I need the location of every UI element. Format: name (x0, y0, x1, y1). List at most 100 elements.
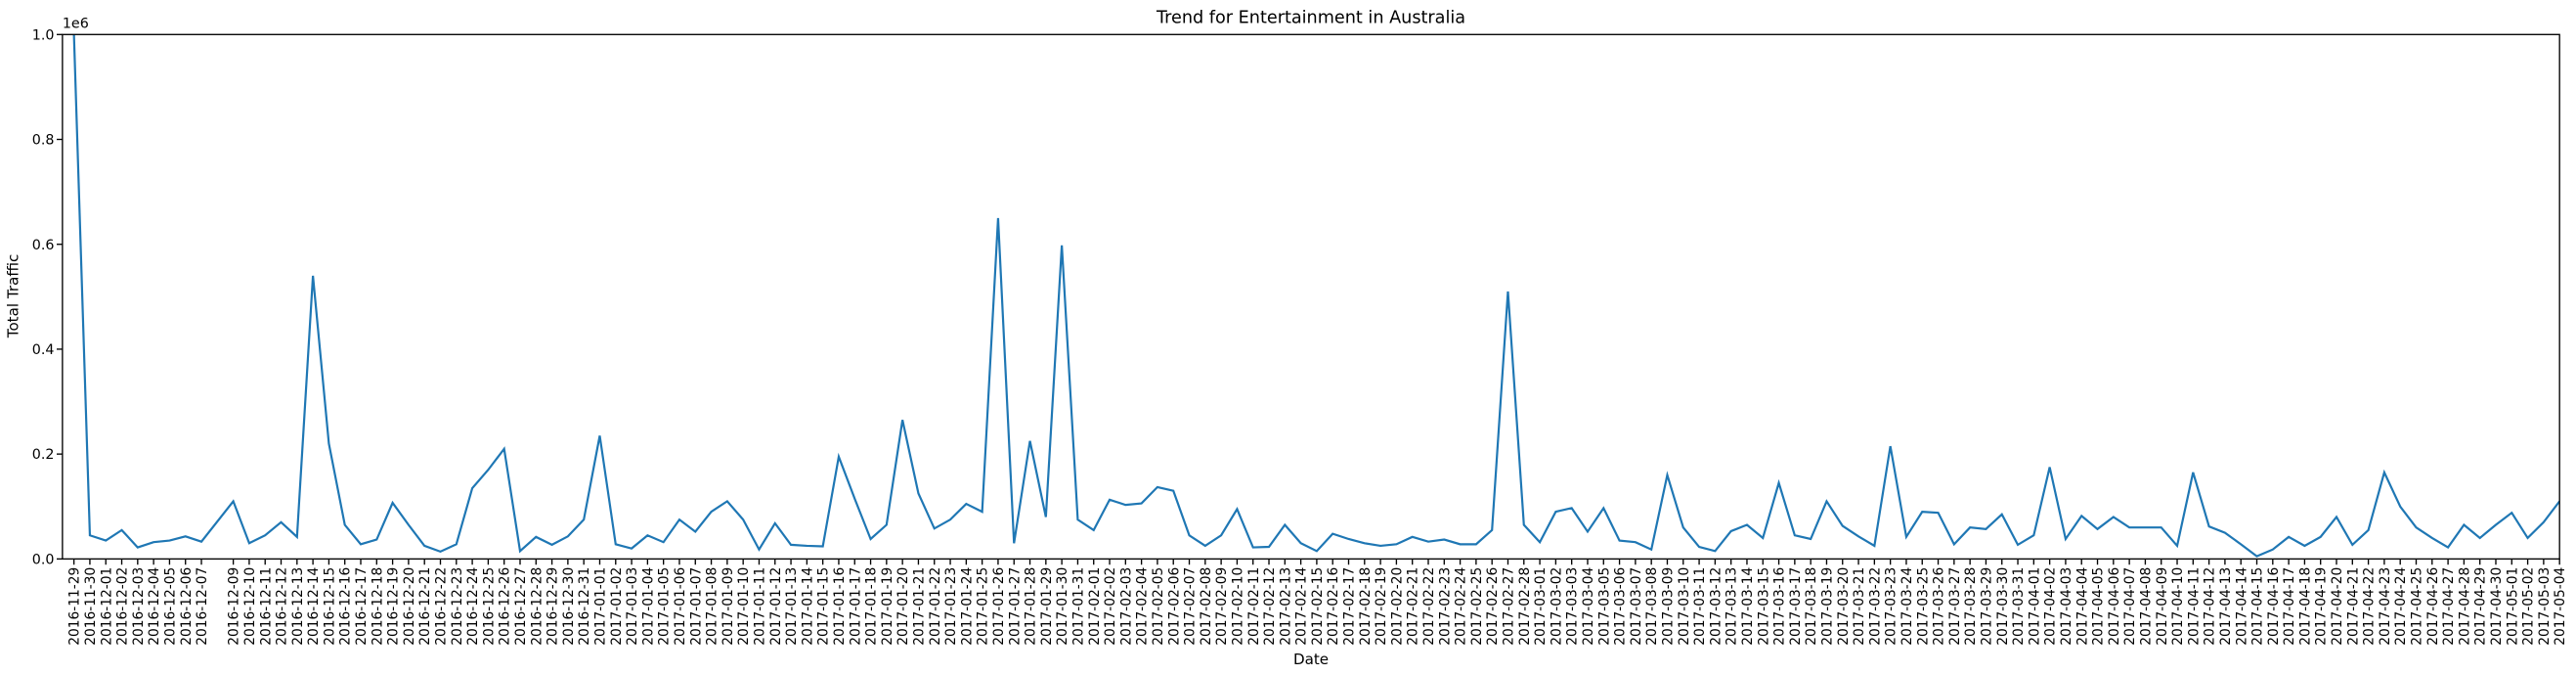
y-tick-label: 0.2 (32, 447, 55, 463)
x-tick-label: 2017-01-03 (625, 567, 640, 646)
x-tick-label: 2017-01-21 (911, 567, 927, 646)
x-tick-label: 2017-04-09 (2155, 567, 2170, 646)
x-tick-label: 2016-12-12 (275, 567, 290, 646)
x-tick-label: 2017-02-16 (1326, 567, 1341, 646)
x-tick-label: 2017-04-24 (2393, 567, 2409, 646)
x-tick-label: 2017-04-25 (2410, 567, 2425, 646)
x-tick-label: 2016-12-23 (450, 567, 465, 646)
x-tick-label: 2016-12-19 (386, 567, 402, 646)
x-tick-label: 2017-01-06 (673, 567, 688, 646)
x-tick-label: 2017-01-18 (864, 567, 880, 646)
x-tick-label: 2017-04-27 (2441, 567, 2457, 646)
x-tick-label: 2016-12-06 (179, 567, 195, 646)
x-tick-label: 2017-02-13 (1278, 567, 1293, 646)
x-tick-label: 2017-02-10 (1230, 567, 1245, 646)
x-tick-label: 2016-12-20 (402, 567, 417, 646)
x-tick-label: 2017-04-15 (2250, 567, 2266, 646)
x-tick-label: 2017-04-29 (2473, 567, 2489, 646)
y-tick-label: 0.8 (32, 133, 55, 149)
x-tick-label: 2017-04-26 (2425, 567, 2441, 646)
x-tick-label: 2017-03-03 (1565, 567, 1581, 646)
x-tick-label: 2017-05-03 (2537, 567, 2553, 646)
x-tick-label: 2017-03-25 (1915, 567, 1931, 646)
x-tick-label: 2017-01-26 (991, 567, 1007, 646)
x-tick-label: 2017-03-30 (1995, 567, 2011, 646)
chart-title: Trend for Entertainment in Australia (1156, 9, 1465, 28)
x-tick-label: 2017-04-28 (2457, 567, 2472, 646)
x-tick-label: 2017-04-10 (2170, 567, 2186, 646)
x-tick-label: 2017-04-17 (2282, 567, 2297, 646)
x-tick-label: 2017-01-24 (959, 567, 975, 646)
x-tick-label: 2017-01-19 (880, 567, 895, 646)
x-tick-label: 2017-04-04 (2074, 567, 2090, 646)
x-tick-label: 2017-03-15 (1756, 567, 1771, 646)
x-tick-label: 2017-03-11 (1692, 567, 1708, 646)
x-tick-label: 2017-03-17 (1788, 567, 1804, 646)
y-tick-label: 0.6 (32, 238, 55, 253)
x-tick-label: 2016-12-11 (258, 567, 274, 646)
x-tick-label: 2016-12-03 (131, 567, 147, 646)
x-tick-label: 2016-12-17 (354, 567, 370, 646)
x-tick-label: 2017-03-08 (1644, 567, 1660, 646)
y-tick-label: 0.0 (32, 552, 55, 567)
x-tick-label: 2017-03-06 (1613, 567, 1629, 646)
x-tick-label: 2016-12-30 (561, 567, 577, 646)
x-tick-label: 2017-04-16 (2266, 567, 2282, 646)
x-tick-label: 2017-01-16 (832, 567, 848, 646)
y-tick-label: 1.0 (32, 27, 55, 43)
x-tick-label: 2017-02-15 (1310, 567, 1326, 646)
x-tick-label: 2017-01-08 (705, 567, 720, 646)
x-tick-label: 2017-04-08 (2138, 567, 2154, 646)
x-tick-label: 2017-04-18 (2297, 567, 2313, 646)
x-tick-label: 2016-12-02 (115, 567, 131, 646)
x-tick-label: 2017-04-21 (2345, 567, 2361, 646)
x-tick-label: 2017-03-10 (1677, 567, 1692, 646)
x-tick-label: 2017-01-27 (1007, 567, 1023, 646)
x-tick-label: 2017-02-20 (1389, 567, 1405, 646)
x-tick-label: 2016-12-26 (498, 567, 513, 646)
x-tick-label: 2017-01-31 (1070, 567, 1086, 646)
x-tick-label: 2017-03-04 (1581, 567, 1596, 646)
x-tick-label: 2017-01-13 (784, 567, 800, 646)
x-tick-label: 2017-04-05 (2091, 567, 2107, 646)
x-tick-label: 2017-02-11 (1246, 567, 1262, 646)
x-tick-label: 2017-03-19 (1819, 567, 1835, 646)
x-tick-label: 2017-03-28 (1963, 567, 1979, 646)
x-tick-label: 2017-02-04 (1135, 567, 1151, 646)
x-tick-label: 2017-02-22 (1421, 567, 1437, 646)
x-tick-label: 2016-12-09 (227, 567, 242, 646)
x-tick-label: 2016-12-10 (242, 567, 258, 646)
x-tick-label: 2016-12-13 (290, 567, 306, 646)
x-tick-label: 2017-04-11 (2186, 567, 2202, 646)
x-tick-label: 2017-01-29 (1039, 567, 1055, 646)
x-tick-label: 2017-04-23 (2378, 567, 2393, 646)
line-series (72, 34, 2560, 558)
x-tick-label: 2017-02-14 (1294, 567, 1310, 646)
x-tick-label: 2016-12-14 (306, 567, 322, 646)
x-tick-label: 2016-12-18 (370, 567, 385, 646)
x-tick-label: 2016-12-05 (162, 567, 178, 646)
x-tick-label: 2017-01-25 (976, 567, 991, 646)
x-tick-label: 2016-12-27 (513, 567, 529, 646)
x-tick-label: 2017-02-23 (1437, 567, 1453, 646)
x-tick-label: 2016-12-28 (529, 567, 545, 646)
x-tick-label: 2016-12-25 (481, 567, 497, 646)
x-tick-label: 2017-03-01 (1533, 567, 1549, 646)
x-tick-label: 2017-03-26 (1932, 567, 1947, 646)
x-tick-label: 2017-02-27 (1502, 567, 1517, 646)
x-tick-label: 2017-01-04 (640, 567, 656, 646)
x-tick-label: 2017-03-24 (1899, 567, 1915, 646)
x-tick-label: 2016-12-15 (322, 567, 337, 646)
x-tick-label: 2017-02-05 (1151, 567, 1166, 646)
x-tick-label: 2016-12-16 (338, 567, 354, 646)
x-tick-label: 2017-04-01 (2027, 567, 2042, 646)
x-tick-label: 2017-05-02 (2521, 567, 2537, 646)
x-tick-label: 2017-04-14 (2234, 567, 2249, 646)
x-tick-label: 2017-02-08 (1199, 567, 1214, 646)
x-tick-label: 2016-12-24 (465, 567, 481, 646)
x-tick-label: 2017-03-14 (1740, 567, 1756, 646)
x-tick-label: 2017-02-01 (1087, 567, 1103, 646)
x-tick-label: 2017-01-15 (816, 567, 832, 646)
